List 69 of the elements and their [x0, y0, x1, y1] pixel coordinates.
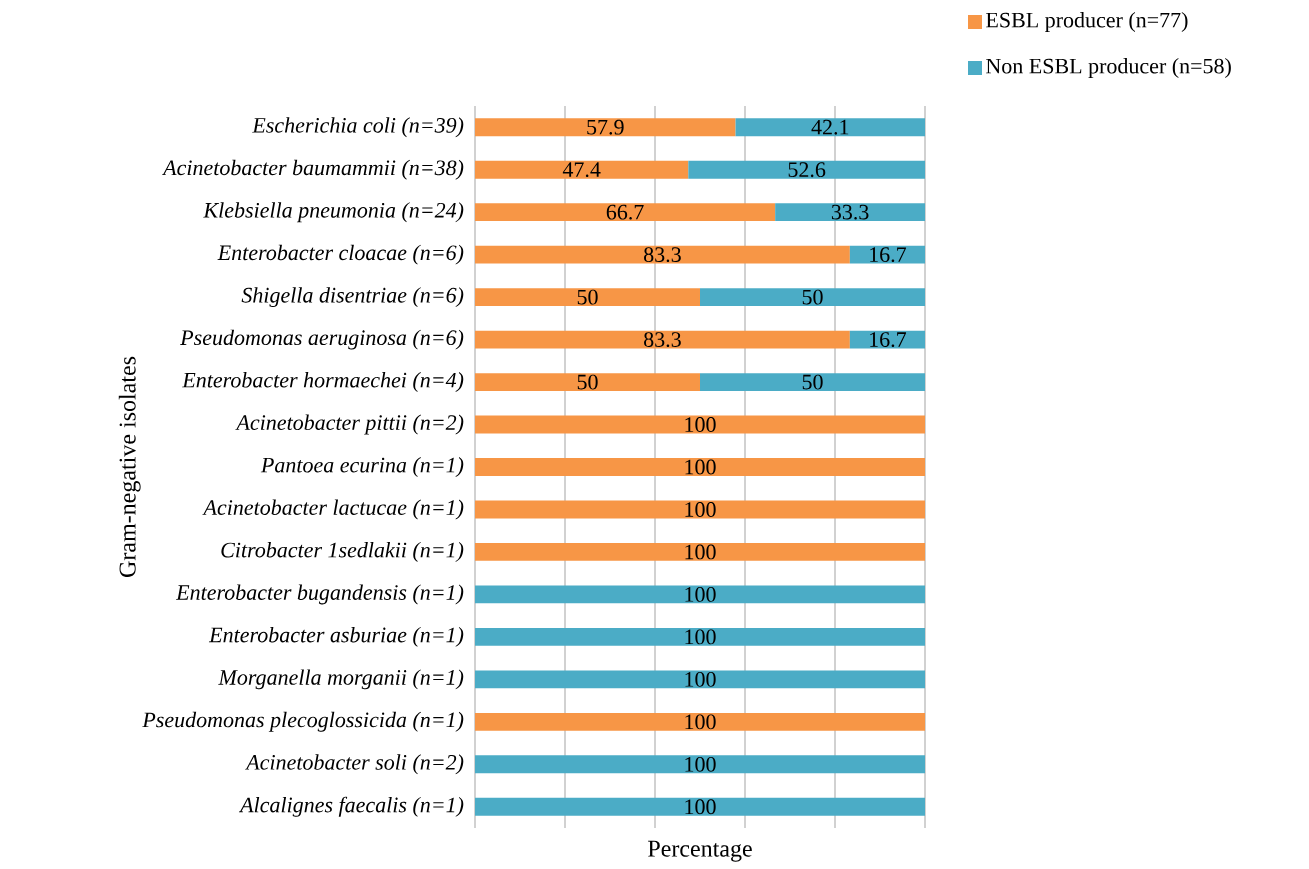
y-tick-label: Acinetobacter lactucae (n=1) — [202, 499, 464, 520]
bar — [475, 670, 926, 689]
data-label: 57.9 — [587, 119, 624, 135]
legend-label: Non ESBL producer (n=58) — [986, 58, 1231, 78]
bar — [475, 160, 689, 179]
y-axis-title: Gram-negative isolates — [118, 356, 141, 577]
data-label: 100 — [685, 544, 716, 560]
y-tick-label: Klebsiella pneumonia (n=24) — [203, 202, 464, 223]
y-tick-label: Shigella disentriae (n=6) — [241, 287, 464, 308]
bar — [735, 118, 926, 137]
data-label: 100 — [685, 459, 716, 475]
bar — [849, 245, 926, 264]
bar — [475, 373, 701, 391]
data-label: 50 — [802, 289, 823, 305]
y-tick-label: Acinetobacter soli (n=2) — [245, 754, 464, 775]
legend-label: ESBL producer (n=77) — [986, 12, 1188, 32]
bar — [688, 160, 926, 179]
bar — [475, 330, 850, 349]
bar — [475, 797, 926, 816]
bar — [475, 755, 926, 774]
data-label: 52.6 — [788, 162, 826, 178]
bar — [475, 543, 926, 561]
data-label: 100 — [685, 756, 716, 772]
data-label: 50 — [802, 374, 823, 390]
data-label: 16.7 — [870, 332, 907, 348]
data-label: 100 — [685, 417, 716, 432]
bar — [849, 330, 926, 349]
y-tick-label: Citrobacter 1sedlakii (n=1) — [221, 541, 464, 562]
data-label: 100 — [685, 671, 716, 687]
bar — [475, 500, 926, 519]
y-tick-label: Enterobacter cloacae (n=6) — [217, 244, 464, 265]
data-label: 42.1 — [811, 119, 849, 135]
data-label: 50 — [577, 374, 598, 390]
x-axis-title: Percentage — [648, 840, 752, 862]
bar — [475, 627, 926, 646]
bar — [700, 373, 926, 391]
bar — [475, 458, 926, 476]
y-tick-label: Pseudomonas plecoglossicida (n=1) — [142, 711, 464, 732]
bar — [475, 415, 926, 434]
bar — [475, 712, 926, 731]
bar — [475, 245, 850, 264]
y-tick-label: Enterobacter hormaechei (n=4) — [182, 372, 464, 393]
data-label: 100 — [685, 714, 716, 730]
data-label: 83.3 — [644, 247, 681, 263]
bar — [475, 288, 701, 307]
y-tick-label: Morganella morganii (n=1) — [218, 669, 464, 690]
y-tick-label: Pseudomonas aeruginosa (n=6) — [180, 329, 464, 350]
data-label: 47.4 — [562, 162, 601, 178]
y-tick-label: Acinetobacter baumammii (n=38) — [161, 159, 464, 180]
y-tick-label: Enterobacter asburiae (n=1) — [208, 626, 464, 647]
y-tick-label: Acinetobacter pittii (n=2) — [235, 414, 464, 435]
y-tick-label: Escherichia coli (n=39) — [252, 117, 464, 138]
data-label: 100 — [685, 799, 716, 815]
bar — [700, 288, 926, 307]
data-label: 100 — [685, 629, 716, 645]
bar — [775, 203, 926, 222]
data-label: 16.7 — [870, 247, 907, 263]
data-label: 50 — [577, 289, 598, 305]
y-tick-label: Alcalignes faecalis (n=1) — [238, 796, 464, 817]
bar — [475, 203, 776, 222]
bar — [475, 585, 926, 604]
data-label: 100 — [685, 587, 716, 602]
y-tick-label: Pantoea ecurina (n=1) — [260, 457, 464, 477]
data-label: 100 — [685, 502, 716, 517]
data-label: 83.3 — [644, 332, 681, 348]
y-tick-label: Enterobacter bugandensis (n=1) — [175, 584, 464, 605]
bar — [475, 118, 736, 137]
data-label: 66.7 — [606, 204, 644, 220]
data-label: 33.3 — [831, 204, 869, 220]
